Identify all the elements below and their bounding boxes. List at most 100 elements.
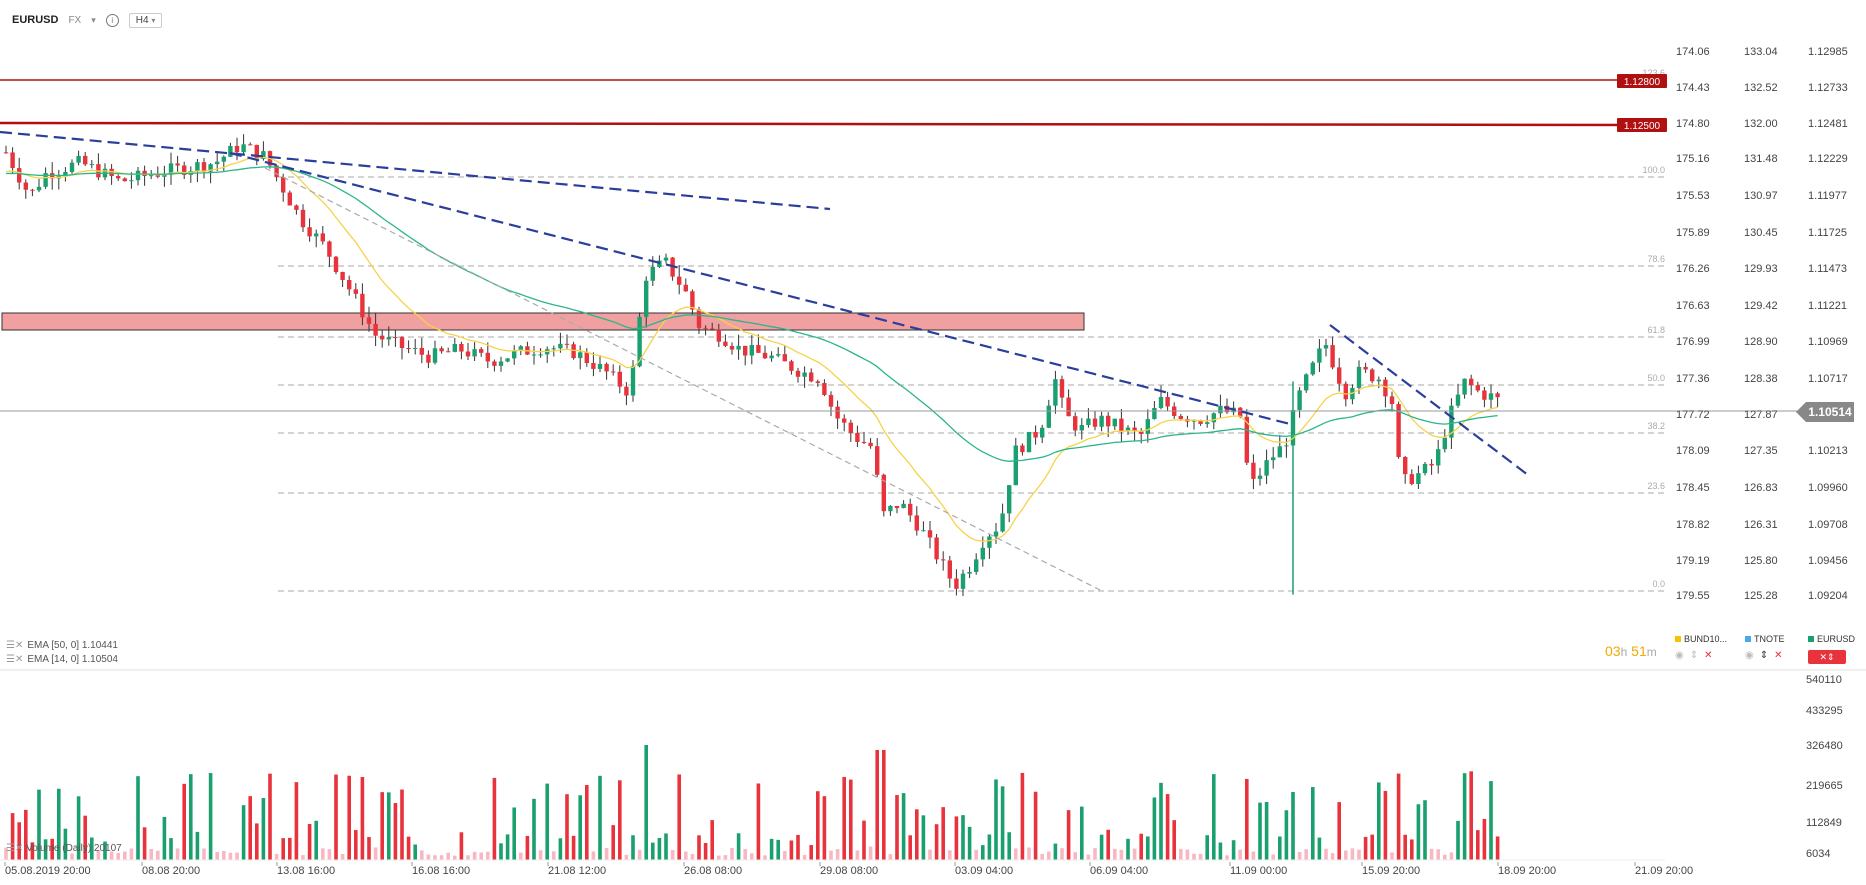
- candle-bullish: [1086, 418, 1091, 425]
- volume-bar: [835, 849, 840, 860]
- reorder-icon[interactable]: ⇕: [1689, 650, 1699, 661]
- volume-bar: [334, 774, 338, 860]
- legend-bund[interactable]: BUND10... ◉ ⇕ ✕: [1675, 634, 1727, 661]
- volume-axis-label: 112849: [1806, 817, 1842, 829]
- candle-bullish: [1257, 475, 1263, 479]
- candle-bearish: [703, 327, 708, 329]
- candle-bearish: [1396, 404, 1401, 457]
- reorder-icon[interactable]: ⇕: [1759, 650, 1769, 661]
- volume-bar: [1245, 778, 1249, 860]
- volume-bar: [1000, 786, 1005, 860]
- candle-bullish: [644, 280, 649, 317]
- volume-bar: [1344, 850, 1348, 860]
- candle-bearish: [155, 175, 160, 177]
- candle-bullish: [1007, 485, 1012, 514]
- volume-bar: [552, 851, 556, 860]
- candle-bullish: [162, 174, 167, 177]
- volume-bar: [1146, 836, 1150, 860]
- ema14-indicator[interactable]: ☰✕ EMA [14, 0] 1.10504: [6, 654, 118, 665]
- volume-bar: [1179, 848, 1183, 860]
- volume-bar: [1337, 802, 1341, 860]
- volume-bar: [756, 783, 761, 860]
- volume-bar: [288, 837, 292, 860]
- volume-bar: [373, 847, 378, 860]
- trendline-upper[interactable]: [0, 130, 831, 211]
- indicator-settings-icon[interactable]: ☰✕: [6, 654, 24, 665]
- volume-bar: [182, 783, 186, 860]
- volume-bar: [934, 824, 939, 860]
- volume-bar: [901, 793, 906, 860]
- indicator-settings-icon[interactable]: ☰✕: [6, 640, 24, 651]
- volume-bar: [994, 779, 998, 860]
- volume-bar: [354, 830, 358, 860]
- volume-bar: [50, 838, 54, 860]
- volume-bar: [796, 834, 800, 860]
- volume-bar: [644, 745, 648, 860]
- volume-bar: [1020, 772, 1025, 860]
- candle-bearish: [353, 289, 358, 294]
- level-line-112500[interactable]: [0, 121, 1666, 127]
- ema50-indicator[interactable]: ☰✕ EMA [50, 0] 1.10441: [6, 640, 118, 651]
- ema50-line: [5, 166, 1498, 462]
- volume-bar: [492, 777, 497, 860]
- candle-bearish: [1469, 378, 1474, 386]
- candle-bullish: [452, 343, 457, 352]
- volume-indicator[interactable]: ☰✕ Volume (Daily) 20107: [6, 843, 122, 854]
- candle-bearish: [17, 168, 22, 183]
- volume-bar: [1476, 830, 1480, 860]
- legend-eurusd[interactable]: EURUSD ✕⇕: [1808, 634, 1855, 664]
- volume-bar: [189, 774, 193, 860]
- trendline-grey[interactable]: [264, 167, 1101, 591]
- symbol-label[interactable]: EURUSD: [12, 14, 59, 26]
- axis-label-col3: 1.10717: [1808, 373, 1848, 385]
- volume-bar: [1007, 832, 1011, 860]
- volume-bar: [459, 832, 464, 860]
- drawn-lines[interactable]: [0, 79, 1805, 591]
- trendline-short[interactable]: [1329, 324, 1529, 476]
- axis-label-col1: 177.72: [1676, 409, 1710, 421]
- candle-bearish: [822, 382, 827, 395]
- candle-bullish: [578, 352, 583, 359]
- candle-bearish: [1475, 385, 1480, 391]
- candle-bullish: [1040, 427, 1045, 438]
- volume-bar: [1416, 804, 1421, 860]
- indicator-settings-icon[interactable]: ☰✕: [6, 843, 27, 854]
- volume-bar: [1317, 837, 1322, 860]
- volume-bar: [948, 850, 952, 860]
- eye-icon[interactable]: ◉: [1745, 650, 1754, 661]
- resistance-zone[interactable]: [1, 312, 1085, 331]
- candle-bearish: [446, 351, 451, 353]
- volume-bar: [202, 848, 206, 860]
- remove-series-button[interactable]: ✕⇕: [1808, 650, 1846, 664]
- resistance-zone-rect[interactable]: [1, 312, 1085, 331]
- volume-bar: [1271, 854, 1275, 860]
- volume-bar: [453, 855, 457, 860]
- candle-bearish: [564, 343, 570, 345]
- volume-bar: [882, 750, 886, 860]
- candle-bearish: [848, 422, 853, 433]
- eurusd-color-swatch: [1808, 636, 1814, 642]
- chevron-down-icon[interactable]: ▾: [91, 14, 96, 25]
- axis-label-col3: 1.12229: [1808, 153, 1848, 165]
- volume-bar: [248, 796, 252, 860]
- candle-bearish: [23, 182, 28, 190]
- close-icon[interactable]: ✕: [1704, 650, 1713, 661]
- volume-bar: [1073, 852, 1077, 860]
- candle-bearish: [1383, 379, 1388, 397]
- volume-bar: [1403, 834, 1407, 860]
- trendline-main[interactable]: [229, 151, 1291, 426]
- volume-bar: [274, 853, 279, 860]
- volume-bar: [921, 815, 926, 860]
- candle-bearish: [1092, 418, 1098, 427]
- price-tag-level-a-bg: [1617, 74, 1667, 88]
- volume-bar: [1198, 853, 1203, 860]
- legend-tnote[interactable]: TNOTE ◉ ⇕ ✕: [1745, 634, 1785, 661]
- close-icon[interactable]: ✕: [1774, 650, 1783, 661]
- fib-level-label: 78.6: [1647, 254, 1665, 264]
- eye-icon[interactable]: ◉: [1675, 650, 1684, 661]
- volume-bar: [486, 851, 490, 860]
- timeframe-select[interactable]: H4 ▾: [128, 12, 163, 28]
- candle-bullish: [987, 536, 992, 548]
- info-icon[interactable]: i: [105, 13, 119, 27]
